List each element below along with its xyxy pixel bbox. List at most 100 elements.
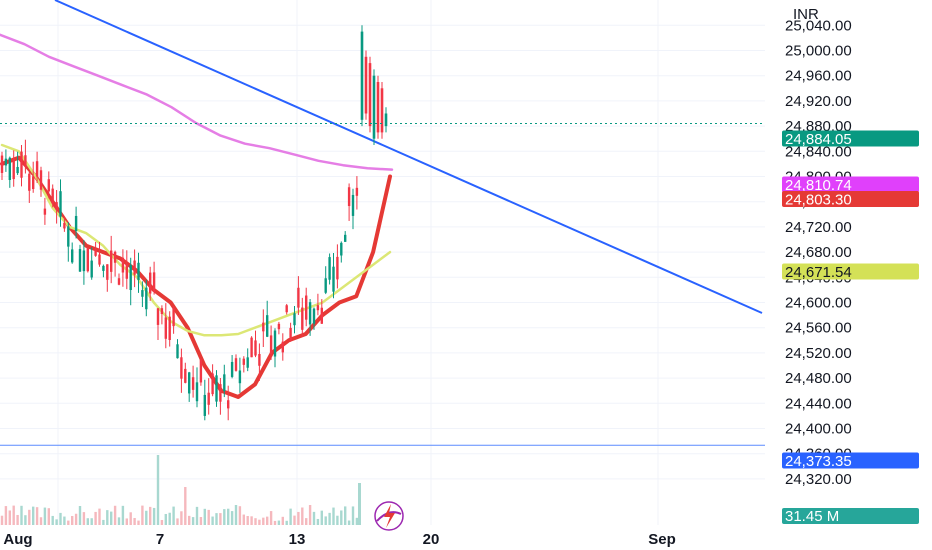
volume-bar (266, 516, 269, 525)
price-tag-label: 24,884.05 (785, 131, 852, 148)
trendline-path[interactable] (54, 0, 763, 314)
volume-bar (74, 513, 78, 525)
y-tick-label: 24,440.00 (785, 395, 852, 412)
price-tag-label: 24,671.54 (785, 264, 852, 281)
candle-body (227, 400, 230, 409)
volume-bar (16, 514, 19, 525)
volume-bar (227, 508, 230, 525)
candle-body (16, 166, 19, 174)
candle-body (250, 337, 253, 358)
candle-body (145, 287, 148, 310)
volume-bar (59, 512, 62, 525)
volume-bar (121, 505, 125, 525)
volume-bar (12, 505, 15, 525)
candle-body (74, 215, 78, 232)
volume-bar (47, 508, 50, 525)
candle-body (199, 359, 203, 383)
volume-bar (24, 515, 27, 525)
y-tick-label: 24,560.00 (785, 320, 852, 337)
candle-body (277, 323, 281, 330)
y-tick-label: 25,000.00 (785, 43, 852, 60)
candle-body (63, 222, 66, 229)
candle-body (8, 157, 11, 180)
x-tick-label: Sep (648, 531, 676, 548)
volume-bar (43, 507, 47, 525)
volume-bar (28, 509, 31, 525)
volume-bar (238, 506, 242, 525)
volume-bar (86, 518, 89, 525)
candle-body (266, 315, 269, 337)
volume-bar (110, 511, 113, 525)
candle-body (28, 173, 31, 191)
candle-body (156, 308, 160, 325)
candle-body (308, 302, 312, 325)
candle-body (32, 176, 35, 190)
candle-body (203, 394, 206, 416)
candle-body (102, 265, 105, 271)
volume-bar (254, 518, 257, 525)
sma-long-line (0, 33, 394, 171)
y-tick-label: 24,680.00 (785, 244, 852, 261)
volume-bar (168, 512, 171, 525)
candle-body (328, 257, 331, 280)
candle-body (305, 295, 308, 320)
price-tag (782, 191, 919, 207)
volume-bar (20, 505, 23, 525)
volume-bar (176, 518, 179, 525)
volume-bar (297, 511, 300, 525)
y-tick-label: 25,040.00 (785, 17, 852, 34)
candle-body (368, 63, 372, 127)
candle-body (133, 260, 136, 275)
volume-tag (782, 508, 919, 524)
candle-body (211, 373, 214, 395)
candle-body (230, 361, 234, 377)
candle-body (172, 308, 175, 327)
volume-bar (223, 509, 226, 525)
candle-body (82, 250, 86, 272)
candle-body (121, 257, 125, 273)
candle-body (207, 392, 210, 405)
candle-body (188, 372, 191, 394)
candle-body (281, 341, 284, 353)
candle-body (289, 327, 292, 341)
candle-body (152, 272, 156, 292)
x-tick-label: Aug (3, 531, 32, 548)
candle-body (90, 260, 93, 278)
volume-bar (355, 517, 359, 525)
volume-bar (351, 506, 355, 525)
candle-body (137, 262, 140, 280)
volume-bar (347, 520, 351, 525)
volume-bar (67, 520, 70, 525)
volume-bar (117, 517, 121, 525)
volume-bar (98, 508, 101, 525)
volume-bar (8, 510, 11, 525)
volume-bar (215, 513, 218, 525)
candle-body (336, 256, 339, 280)
candle-body (316, 305, 320, 311)
candle-body (160, 308, 164, 315)
volume-bar (137, 520, 140, 525)
volume-bar (211, 516, 214, 525)
price-tag-label: 24,810.74 (785, 177, 852, 194)
candle-body (4, 158, 8, 166)
volume-bar (258, 519, 261, 525)
volume-bar (199, 517, 203, 525)
volume-bar (273, 520, 277, 525)
candle-body (258, 353, 261, 366)
candle-body (380, 88, 384, 133)
price-tag-label: 24,373.35 (785, 453, 852, 470)
candle-body (55, 202, 58, 211)
candle-body (223, 374, 226, 392)
price-tag (782, 452, 919, 469)
volume-bar (269, 511, 273, 525)
candle-body (86, 247, 89, 272)
volume-bar (188, 515, 191, 525)
candle-body (376, 82, 380, 133)
volume-bars (0, 455, 361, 525)
volume-bar (164, 513, 167, 525)
y-tick-label: 24,720.00 (785, 219, 852, 236)
grid (0, 0, 765, 525)
candle-body (191, 377, 195, 390)
candle-body (332, 266, 335, 292)
